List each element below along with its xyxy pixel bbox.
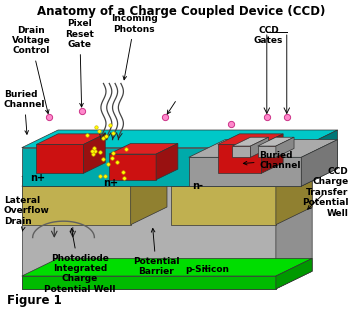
Polygon shape (171, 186, 276, 225)
Polygon shape (83, 134, 105, 173)
Text: CCD
Charge
Transfer
Potential
Well: CCD Charge Transfer Potential Well (302, 167, 348, 218)
Polygon shape (258, 146, 276, 157)
Polygon shape (131, 169, 167, 225)
Polygon shape (109, 154, 156, 180)
Text: Figure 1: Figure 1 (7, 294, 62, 307)
Text: Incoming
Photons: Incoming Photons (111, 14, 158, 80)
Polygon shape (22, 148, 301, 186)
Polygon shape (189, 157, 301, 186)
Polygon shape (258, 137, 294, 146)
Polygon shape (301, 130, 338, 186)
Polygon shape (36, 144, 83, 173)
Text: n+: n+ (30, 173, 46, 183)
Text: Drain
Voltage
Control: Drain Voltage Control (12, 26, 50, 114)
Polygon shape (109, 143, 178, 154)
Polygon shape (250, 137, 269, 157)
Polygon shape (189, 140, 338, 157)
Polygon shape (232, 146, 250, 157)
Text: Transfer
Gate: Transfer Gate (164, 77, 206, 114)
Text: Photodiode
Integrated
Charge
Potential Well: Photodiode Integrated Charge Potential W… (44, 229, 115, 294)
Text: n-: n- (192, 181, 203, 191)
Text: Anatomy of a Charge Coupled Device (CCD): Anatomy of a Charge Coupled Device (CCD) (37, 5, 326, 18)
Polygon shape (22, 276, 276, 289)
Polygon shape (276, 159, 312, 289)
Polygon shape (36, 134, 105, 144)
Text: Buried
Channel: Buried Channel (243, 151, 301, 170)
Text: Buried
Channel: Buried Channel (4, 90, 45, 134)
Polygon shape (22, 258, 312, 276)
Polygon shape (22, 186, 131, 225)
Text: Potential
Barrier: Potential Barrier (133, 229, 179, 276)
Polygon shape (276, 258, 312, 289)
Text: n+: n+ (103, 178, 118, 188)
Polygon shape (276, 137, 294, 157)
Polygon shape (261, 134, 283, 173)
Polygon shape (22, 159, 312, 177)
Polygon shape (276, 169, 312, 225)
Polygon shape (301, 140, 338, 186)
Text: p-Silicon: p-Silicon (185, 265, 229, 274)
Polygon shape (22, 177, 276, 289)
Text: Lateral
Overflow
Drain: Lateral Overflow Drain (4, 196, 49, 231)
Polygon shape (171, 169, 312, 186)
Polygon shape (218, 134, 283, 144)
Text: Pixel
Reset
Gate: Pixel Reset Gate (65, 19, 94, 107)
Polygon shape (218, 144, 261, 173)
Text: CCD
Gates: CCD Gates (254, 26, 283, 45)
Polygon shape (232, 137, 269, 146)
Polygon shape (156, 143, 178, 180)
Polygon shape (22, 130, 338, 148)
Polygon shape (22, 169, 167, 186)
